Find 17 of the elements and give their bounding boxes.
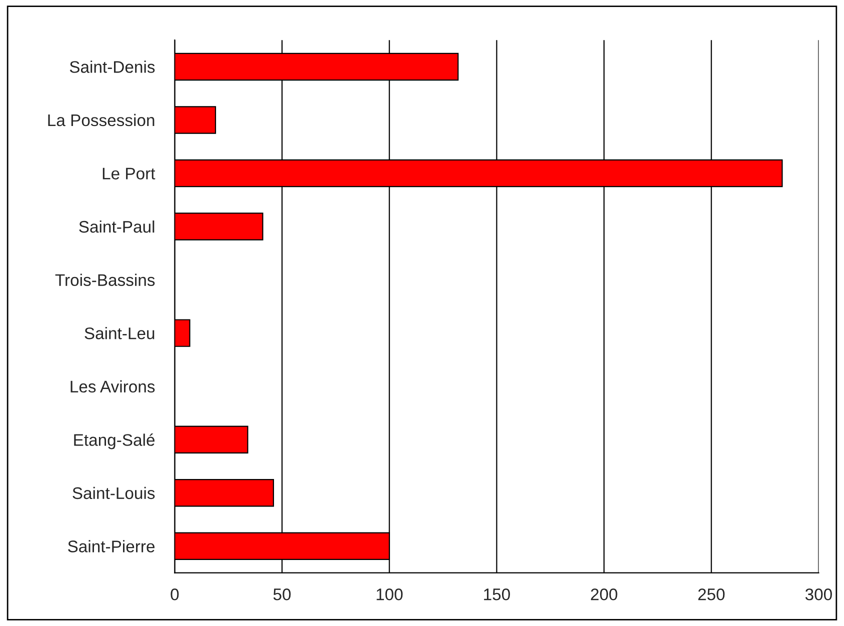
x-tick-label: 200: [590, 588, 618, 600]
x-tick-label: 0: [170, 588, 179, 600]
y-tick-label: Les Avirons: [70, 380, 155, 393]
y-tick-label: Le Port: [102, 168, 156, 180]
x-tick-label: 300: [805, 588, 832, 600]
y-tick-label: Trois-Bassins: [55, 274, 155, 286]
y-tick-label: Saint-Denis: [70, 60, 155, 73]
y-tick-label: La Possession: [48, 114, 154, 126]
y-tick-label: Saint-Louis: [72, 486, 155, 500]
x-tick-label: 150: [484, 588, 510, 600]
y-tick-label: Saint-Leu: [84, 327, 154, 340]
x-tick-label: 250: [698, 588, 725, 600]
y-tick-label: Saint-Paul: [79, 220, 154, 233]
x-tick-label: 100: [376, 588, 403, 600]
y-tick-label: Saint-Pierre: [68, 540, 155, 552]
x-tick-label: 50: [273, 588, 291, 600]
y-tick-label: Etang-Salé: [74, 433, 155, 450]
